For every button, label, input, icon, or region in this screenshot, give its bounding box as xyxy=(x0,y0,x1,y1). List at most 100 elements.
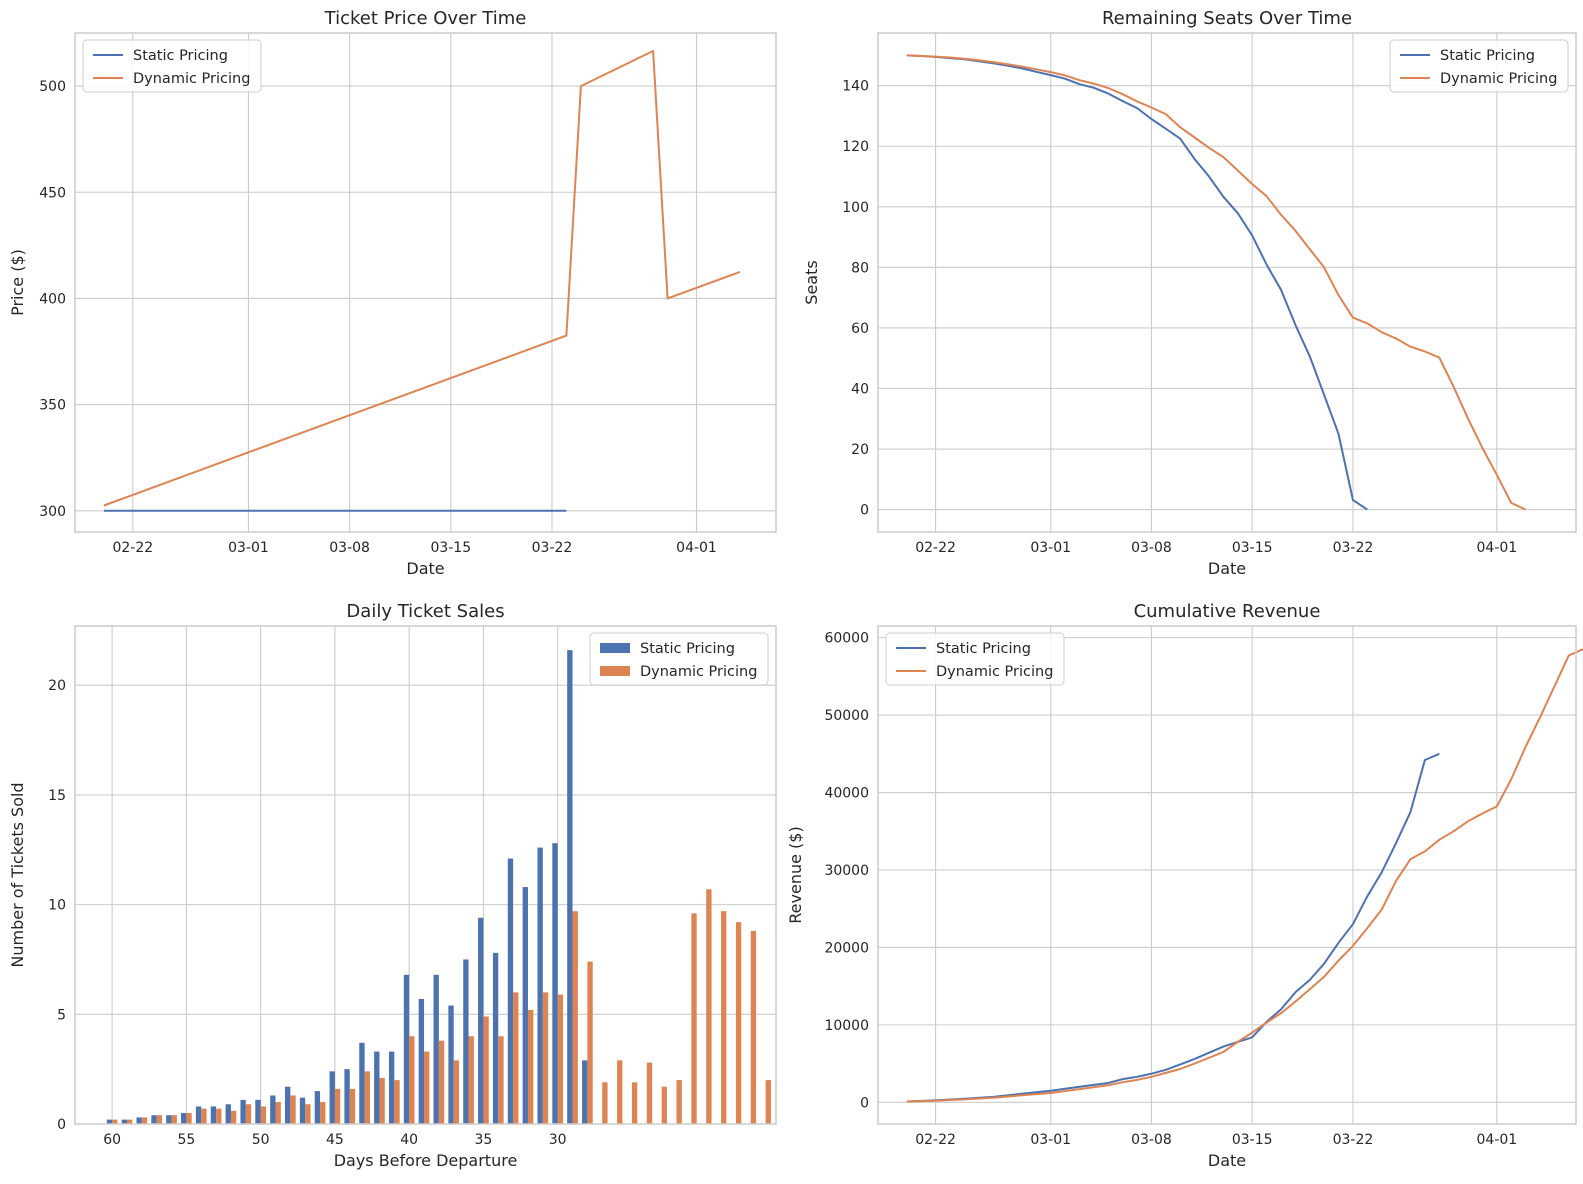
x-tick-label: 03-01 xyxy=(1030,1132,1071,1148)
bar-dynamic xyxy=(112,1119,118,1124)
x-axis-label: Date xyxy=(1208,559,1246,578)
price-chart: 02-22 03-01 03-08 03-15 03-22 04-01 300 350 400 4… xyxy=(8,8,777,578)
y-axis-label: Price ($) xyxy=(8,249,27,316)
chart-title: Remaining Seats Over Time xyxy=(1102,8,1352,29)
plot-frame xyxy=(877,625,1577,1125)
legend-swatch xyxy=(600,666,630,676)
chart-title: Cumulative Revenue xyxy=(1134,601,1321,622)
bar-dynamic xyxy=(201,1108,207,1124)
y-tick-label: 10000 xyxy=(824,1018,869,1034)
bar-dynamic xyxy=(468,1036,474,1124)
x-tick-label: 03-15 xyxy=(1232,1132,1273,1148)
bar-dynamic xyxy=(126,1119,133,1124)
bar-dynamic xyxy=(379,1077,385,1124)
bar-static xyxy=(448,1005,454,1124)
bar-static xyxy=(166,1115,172,1124)
x-axis-label: Date xyxy=(1208,1151,1246,1170)
series-line-dynamic xyxy=(906,648,1583,1103)
x-tick-label: 60 xyxy=(103,1132,121,1148)
bar-static xyxy=(210,1106,217,1124)
bar-dynamic xyxy=(631,1082,638,1124)
bar-static xyxy=(478,917,484,1124)
x-tick-label: 03-08 xyxy=(329,540,370,556)
y-tick-label: 350 xyxy=(39,398,66,414)
y-tick-label: 100 xyxy=(842,200,869,216)
x-axis-label: Date xyxy=(406,559,444,578)
bar-static xyxy=(403,974,410,1124)
bar-static xyxy=(388,1051,395,1124)
legend-label: Static Pricing xyxy=(1440,48,1535,64)
bar-static xyxy=(270,1095,276,1124)
bar-static xyxy=(552,843,558,1124)
legend-box xyxy=(885,632,1065,686)
y-tick-label: 0 xyxy=(57,1117,66,1133)
y-tick-label: 20 xyxy=(851,442,869,458)
legend-label: Static Pricing xyxy=(133,48,228,64)
x-tick-label: 03-15 xyxy=(430,540,471,556)
bar-static xyxy=(299,1097,306,1124)
legend-label: Dynamic Pricing xyxy=(640,664,757,680)
legend-swatch xyxy=(600,643,630,653)
x-tick-label: 55 xyxy=(177,1132,195,1148)
bar-static xyxy=(285,1086,291,1124)
y-tick-label: 30000 xyxy=(824,863,869,879)
x-tick-label: 02-22 xyxy=(915,540,956,556)
bar-static xyxy=(492,952,499,1124)
bar-dynamic xyxy=(364,1071,370,1124)
bar-dynamic xyxy=(141,1117,148,1124)
x-tick-label: 03-22 xyxy=(532,540,573,556)
y-tick-label: 0 xyxy=(860,503,869,519)
bar-dynamic xyxy=(394,1080,400,1124)
plot-frame xyxy=(74,625,777,1125)
x-tick-label: 03-01 xyxy=(1030,540,1071,556)
bar-dynamic xyxy=(721,911,727,1124)
daily-sales-chart: 60 55 50 45 40 35 30 0 5 10 15 20 Daily Ticket Sales… xyxy=(8,601,777,1170)
revenue-chart: 02-22 03-01 03-08 03-15 03-22 04-01 0 10000 2000… xyxy=(786,601,1583,1170)
bar-dynamic xyxy=(275,1102,281,1124)
bar-dynamic xyxy=(676,1080,682,1124)
x-tick-label: 40 xyxy=(400,1132,418,1148)
x-tick-label: 03-01 xyxy=(228,540,269,556)
bar-dynamic xyxy=(646,1062,653,1124)
y-tick-label: 450 xyxy=(39,185,66,201)
x-tick-label: 03-15 xyxy=(1232,540,1273,556)
y-tick-label: 300 xyxy=(39,504,66,520)
x-tick-label: 03-08 xyxy=(1131,1132,1172,1148)
bar-dynamic xyxy=(320,1102,326,1124)
bar-dynamic xyxy=(260,1106,266,1124)
y-tick-label: 20 xyxy=(48,678,66,694)
bar-static xyxy=(537,847,543,1124)
bar-static xyxy=(344,1069,350,1124)
plot-area xyxy=(878,626,1576,1124)
bar-static xyxy=(136,1117,142,1124)
x-tick-label: 02-22 xyxy=(915,1132,956,1148)
bar-dynamic xyxy=(572,911,578,1124)
bar-static xyxy=(225,1104,231,1124)
series-line-dynamic xyxy=(906,54,1527,511)
x-tick-label: 30 xyxy=(549,1132,567,1148)
x-tick-label: 02-22 xyxy=(112,540,153,556)
x-tick-label: 04-01 xyxy=(1477,540,1518,556)
bar-static xyxy=(418,998,425,1124)
bar-dynamic xyxy=(230,1110,237,1124)
y-tick-label: 15 xyxy=(48,788,66,804)
bar-dynamic xyxy=(349,1088,356,1124)
y-tick-label: 120 xyxy=(842,139,869,155)
bar-dynamic xyxy=(156,1115,163,1124)
bar-dynamic xyxy=(216,1108,222,1124)
x-tick-label: 03-22 xyxy=(1333,540,1374,556)
y-tick-label: 20000 xyxy=(824,940,869,956)
bar-dynamic xyxy=(661,1086,667,1124)
bar-static xyxy=(106,1119,113,1124)
x-tick-label: 35 xyxy=(475,1132,493,1148)
bar-static xyxy=(374,1051,380,1124)
bar-dynamic xyxy=(171,1115,177,1124)
y-tick-label: 5 xyxy=(57,1007,66,1023)
bar-dynamic xyxy=(527,1009,534,1124)
plot-area xyxy=(878,33,1576,532)
bar-dynamic xyxy=(706,889,712,1124)
bar-static xyxy=(567,650,573,1124)
bar-dynamic xyxy=(691,913,697,1124)
y-tick-label: 60 xyxy=(851,321,869,337)
bar-static xyxy=(522,887,528,1124)
